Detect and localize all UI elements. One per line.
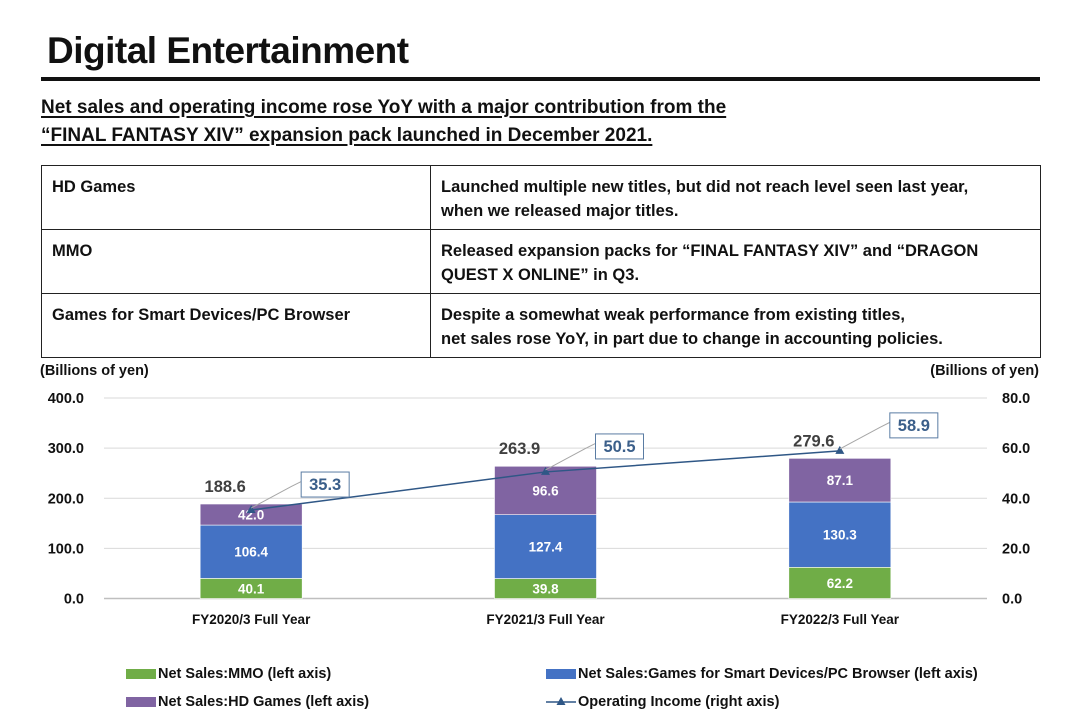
operating-income-data-label: 58.9	[898, 417, 930, 435]
segment-comment: Released expansion packs for “FINAL FANT…	[430, 229, 1041, 294]
left-axis-unit: (Billions of yen)	[40, 363, 149, 379]
total-data-label: 279.6	[793, 432, 834, 450]
subtitle-line: “FINAL FANTASY XIV” expansion pack launc…	[41, 125, 653, 146]
left-axis-tick-label: 100.0	[48, 541, 84, 557]
table-row: MMO Released expansion packs for “FINAL …	[41, 229, 1041, 294]
right-axis-tick-label: 40.0	[1002, 491, 1030, 507]
x-axis-category-label: FY2020/3 Full Year	[192, 612, 311, 627]
left-axis-tick-label: 300.0	[48, 441, 84, 457]
left-axis-tick-label: 200.0	[48, 491, 84, 507]
callout-leader-line	[250, 481, 302, 509]
callout-leader-line	[839, 421, 891, 450]
segment-comment: Despite a somewhat weak performance from…	[430, 293, 1041, 358]
subtitle-line: Net sales and operating income rose YoY …	[41, 97, 727, 118]
bar-data-label: 87.1	[827, 473, 854, 488]
legend-swatch-smart	[546, 669, 576, 679]
comment-line: when we released major titles.	[441, 202, 679, 220]
table-row: Games for Smart Devices/PC Browser Despi…	[41, 293, 1041, 358]
bar-segment-smart	[494, 514, 597, 579]
right-axis-tick-label: 80.0	[1002, 391, 1030, 407]
callout-box	[300, 471, 350, 498]
legend-swatch-hd	[126, 697, 156, 707]
legend-line-triangle-icon	[546, 697, 576, 705]
comment-line: Released expansion packs for “FINAL FANT…	[441, 242, 979, 260]
legend-swatch-mmo	[126, 669, 156, 679]
legend-label: Operating Income (right axis)	[578, 694, 780, 710]
page-title: Digital Entertainment	[47, 30, 409, 71]
operating-income-data-label: 50.5	[603, 438, 635, 456]
comment-line: Despite a somewhat weak performance from…	[441, 306, 905, 324]
callout-box	[889, 412, 939, 439]
legend-item-operating-income: Operating Income (right axis)	[546, 694, 779, 710]
right-axis-unit: (Billions of yen)	[930, 363, 1039, 379]
bar-segment-hd	[199, 503, 303, 526]
legend-label: Net Sales:MMO (left axis)	[158, 666, 332, 682]
left-axis-tick-label: 400.0	[48, 391, 84, 407]
comment-line: net sales rose YoY, in part due to chang…	[441, 330, 943, 348]
right-axis-tick-label: 0.0	[1002, 592, 1022, 608]
bar-data-label: 40.1	[238, 581, 265, 596]
right-axis-tick-label: 60.0	[1002, 441, 1030, 457]
bar-data-label: 42.0	[238, 508, 264, 523]
bar-data-label: 127.4	[529, 540, 563, 555]
title-divider	[41, 77, 1040, 81]
left-axis-tick-label: 0.0	[64, 592, 84, 608]
legend-item-mmo: Net Sales:MMO (left axis)	[126, 666, 331, 682]
legend-item-smart: Net Sales:Games for Smart Devices/PC Bro…	[546, 666, 978, 682]
operating-income-data-label: 35.3	[309, 476, 341, 494]
bar-data-label: 106.4	[234, 545, 268, 560]
total-data-label: 263.9	[499, 440, 540, 458]
bar-data-label: 96.6	[532, 483, 559, 498]
x-axis-category-label: FY2022/3 Full Year	[781, 612, 900, 627]
bar-data-label: 39.8	[532, 582, 559, 597]
comment-line: QUEST X ONLINE” in Q3.	[441, 266, 640, 284]
segments-table: HD Games Launched multiple new titles, b…	[41, 165, 1041, 358]
bar-segment-hd	[788, 458, 892, 503]
callout-leader-line	[545, 442, 596, 471]
legend-label: Net Sales:Games for Smart Devices/PC Bro…	[578, 666, 978, 682]
legend-label: Net Sales:HD Games (left axis)	[158, 694, 370, 710]
operating-income-marker	[835, 445, 845, 454]
callout-box	[595, 433, 644, 460]
bar-segment-smart	[788, 501, 892, 568]
comment-line: Launched multiple new titles, but did no…	[441, 178, 969, 196]
operating-income-marker	[541, 466, 550, 475]
total-data-label: 188.6	[205, 478, 246, 496]
right-axis-tick-label: 20.0	[1002, 541, 1030, 557]
segment-name: HD Games	[41, 165, 431, 230]
legend-item-hd: Net Sales:HD Games (left axis)	[126, 694, 369, 710]
x-axis-category-label: FY2021/3 Full Year	[486, 612, 605, 627]
segment-name: MMO	[41, 229, 431, 294]
segment-name: Games for Smart Devices/PC Browser	[41, 293, 431, 358]
operating-income-marker	[246, 505, 256, 514]
bar-segment-smart	[199, 524, 303, 579]
page-subtitle: Net sales and operating income rose YoY …	[41, 94, 726, 150]
bar-data-label: 62.2	[827, 576, 853, 591]
bar-data-label: 130.3	[823, 528, 857, 543]
